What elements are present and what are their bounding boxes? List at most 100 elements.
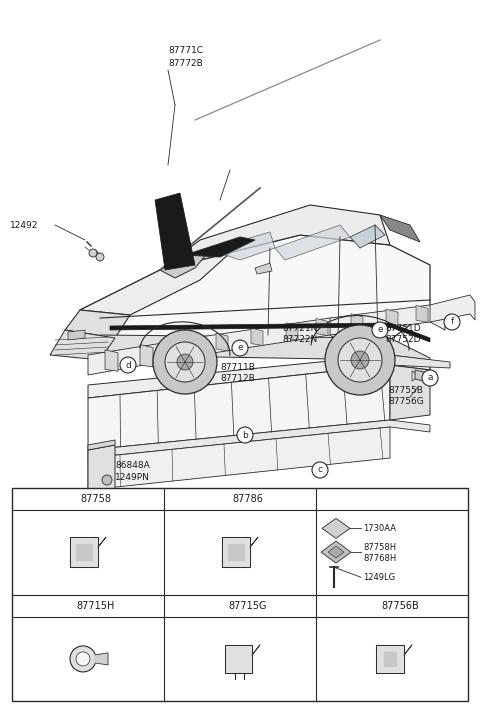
Circle shape [102, 475, 112, 485]
Polygon shape [95, 653, 108, 665]
Text: b: b [242, 431, 248, 439]
Text: 87722N: 87722N [282, 335, 317, 344]
Polygon shape [65, 310, 130, 338]
Polygon shape [251, 328, 263, 345]
Text: 1249PN: 1249PN [115, 473, 150, 482]
Text: 87711B: 87711B [220, 363, 255, 372]
Polygon shape [160, 250, 210, 278]
Text: b: b [173, 494, 179, 503]
Text: 86848A: 86848A [115, 461, 150, 470]
Circle shape [237, 427, 253, 443]
Polygon shape [380, 215, 420, 242]
Circle shape [93, 499, 101, 507]
Polygon shape [252, 645, 260, 655]
Polygon shape [416, 305, 428, 323]
Circle shape [17, 492, 31, 506]
Circle shape [321, 492, 335, 506]
Circle shape [89, 249, 97, 257]
Text: 87771C: 87771C [168, 46, 203, 55]
Circle shape [76, 652, 90, 666]
Polygon shape [386, 309, 398, 326]
Polygon shape [140, 345, 153, 367]
Polygon shape [351, 314, 363, 331]
Text: 87755B: 87755B [388, 386, 423, 395]
Text: c: c [317, 466, 323, 474]
Polygon shape [80, 253, 230, 315]
Text: a: a [22, 494, 26, 503]
Polygon shape [200, 318, 340, 355]
Polygon shape [415, 370, 428, 382]
Circle shape [17, 599, 31, 612]
Polygon shape [390, 355, 430, 370]
Text: 87712B: 87712B [220, 374, 255, 383]
Polygon shape [321, 541, 351, 563]
Polygon shape [225, 645, 252, 673]
Polygon shape [322, 518, 350, 538]
Polygon shape [100, 335, 430, 362]
Text: f: f [450, 318, 454, 327]
Circle shape [325, 325, 395, 395]
Text: 87772B: 87772B [168, 59, 203, 68]
Text: c: c [326, 494, 330, 503]
Circle shape [177, 354, 193, 370]
Polygon shape [286, 323, 298, 340]
Polygon shape [76, 544, 92, 560]
Circle shape [372, 322, 388, 338]
Polygon shape [170, 340, 183, 363]
Text: 87786: 87786 [233, 493, 264, 503]
Text: 1249LG: 1249LG [363, 572, 395, 582]
Circle shape [422, 370, 438, 386]
Bar [12, 488, 468, 701]
Circle shape [312, 462, 328, 478]
Polygon shape [384, 652, 396, 666]
Polygon shape [404, 645, 412, 655]
Circle shape [338, 338, 382, 382]
Circle shape [96, 253, 104, 261]
Polygon shape [88, 440, 115, 450]
Text: 87758: 87758 [81, 493, 111, 503]
Text: e: e [377, 325, 383, 335]
Polygon shape [430, 295, 475, 322]
Polygon shape [155, 193, 195, 270]
Text: d: d [21, 601, 27, 610]
Circle shape [120, 357, 136, 373]
Text: 87756B: 87756B [381, 600, 419, 610]
Text: e: e [237, 343, 243, 352]
Circle shape [70, 646, 96, 672]
Polygon shape [275, 225, 350, 260]
Polygon shape [110, 323, 430, 342]
Polygon shape [88, 445, 115, 495]
Polygon shape [88, 337, 210, 375]
Circle shape [444, 314, 460, 330]
Polygon shape [222, 537, 250, 567]
Circle shape [169, 492, 183, 506]
Circle shape [321, 599, 335, 612]
Text: 87756G: 87756G [388, 397, 424, 406]
Polygon shape [68, 330, 85, 340]
Polygon shape [390, 365, 430, 420]
Polygon shape [316, 318, 328, 335]
Text: e: e [173, 601, 179, 610]
Text: 87751D: 87751D [385, 324, 420, 333]
Polygon shape [330, 305, 445, 335]
Polygon shape [88, 427, 390, 490]
Text: f: f [326, 601, 329, 610]
Text: 87768H: 87768H [363, 554, 396, 562]
Polygon shape [160, 205, 390, 270]
Text: a: a [427, 374, 433, 382]
Polygon shape [228, 544, 244, 560]
Polygon shape [70, 537, 98, 567]
Polygon shape [105, 350, 118, 371]
Text: 87715G: 87715G [229, 600, 267, 610]
Circle shape [153, 330, 217, 394]
Text: 12492: 12492 [10, 221, 38, 229]
Polygon shape [255, 263, 272, 274]
Text: d: d [125, 360, 131, 370]
Circle shape [351, 351, 369, 369]
Text: 87752D: 87752D [385, 335, 420, 344]
Text: 87721N: 87721N [282, 324, 317, 333]
Polygon shape [98, 537, 106, 547]
Polygon shape [80, 235, 430, 345]
Polygon shape [88, 365, 390, 450]
Polygon shape [185, 237, 255, 257]
